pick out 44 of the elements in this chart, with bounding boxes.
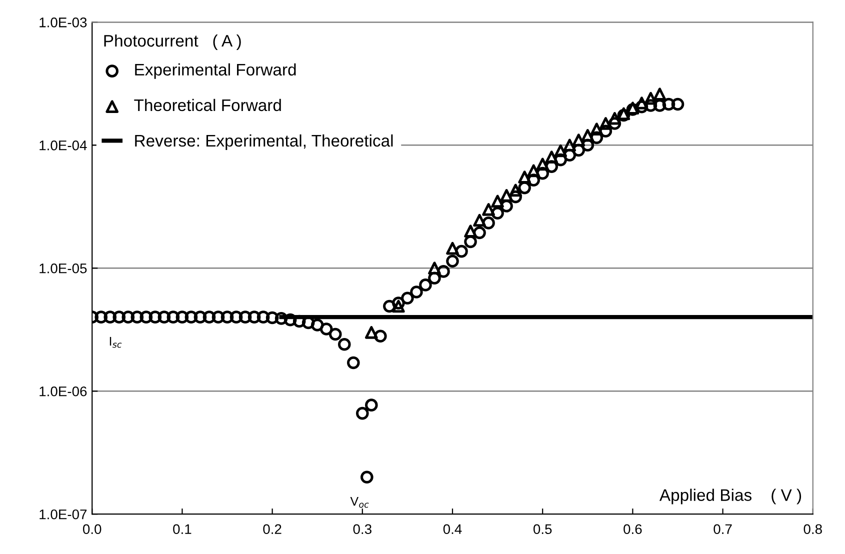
point [491, 194, 504, 208]
point [428, 262, 441, 275]
point [365, 326, 378, 339]
legend-label: Reverse: Experimental, Theoretical [135, 134, 393, 150]
annotation: I$_{sc}$ [110, 336, 122, 348]
y-tick-label: 1.0E-06 [40, 386, 87, 396]
point [536, 158, 549, 171]
x-axis-title: Applied Bias ( V ) [659, 488, 802, 504]
point [608, 112, 622, 125]
point [554, 144, 568, 158]
point [599, 117, 612, 130]
point [518, 170, 531, 184]
x-tick-label: 0.2 [263, 524, 282, 534]
point [563, 138, 576, 152]
point [473, 214, 486, 227]
y-tick-label: 1.0E-07 [40, 509, 87, 520]
point [464, 224, 477, 238]
point [572, 134, 586, 146]
point [500, 189, 513, 202]
x-tick-label: 0.4 [443, 524, 462, 534]
point [392, 300, 405, 313]
x-tick-label: 0.0 [82, 524, 102, 534]
point [509, 184, 522, 197]
x-tick-label: 0.3 [353, 524, 372, 534]
point [527, 164, 540, 178]
x-tick-label: 0.8 [804, 524, 822, 534]
legend-label: Experimental Forward [135, 63, 296, 79]
annotation: V$_{oc}$ [350, 496, 369, 508]
point [581, 129, 594, 142]
point [482, 203, 495, 216]
point [644, 92, 658, 105]
legend-label: Theoretical Forward [134, 98, 281, 112]
x-tick-label: 0.5 [533, 524, 552, 534]
x-tick-label: 0.6 [624, 524, 642, 534]
point [446, 242, 459, 255]
y-tick-label: 1.0E-03 [40, 17, 87, 28]
x-tick-label: 0.1 [173, 524, 192, 534]
point [590, 122, 604, 136]
y-tick-label: 1.0E-04 [40, 140, 87, 150]
point [545, 150, 558, 164]
y-axis-title: Photocurrent ( A ) [104, 34, 241, 50]
point [653, 88, 666, 101]
x-tick-label: 0.7 [714, 524, 732, 534]
y-tick-label: 1.0E-05 [40, 263, 87, 274]
